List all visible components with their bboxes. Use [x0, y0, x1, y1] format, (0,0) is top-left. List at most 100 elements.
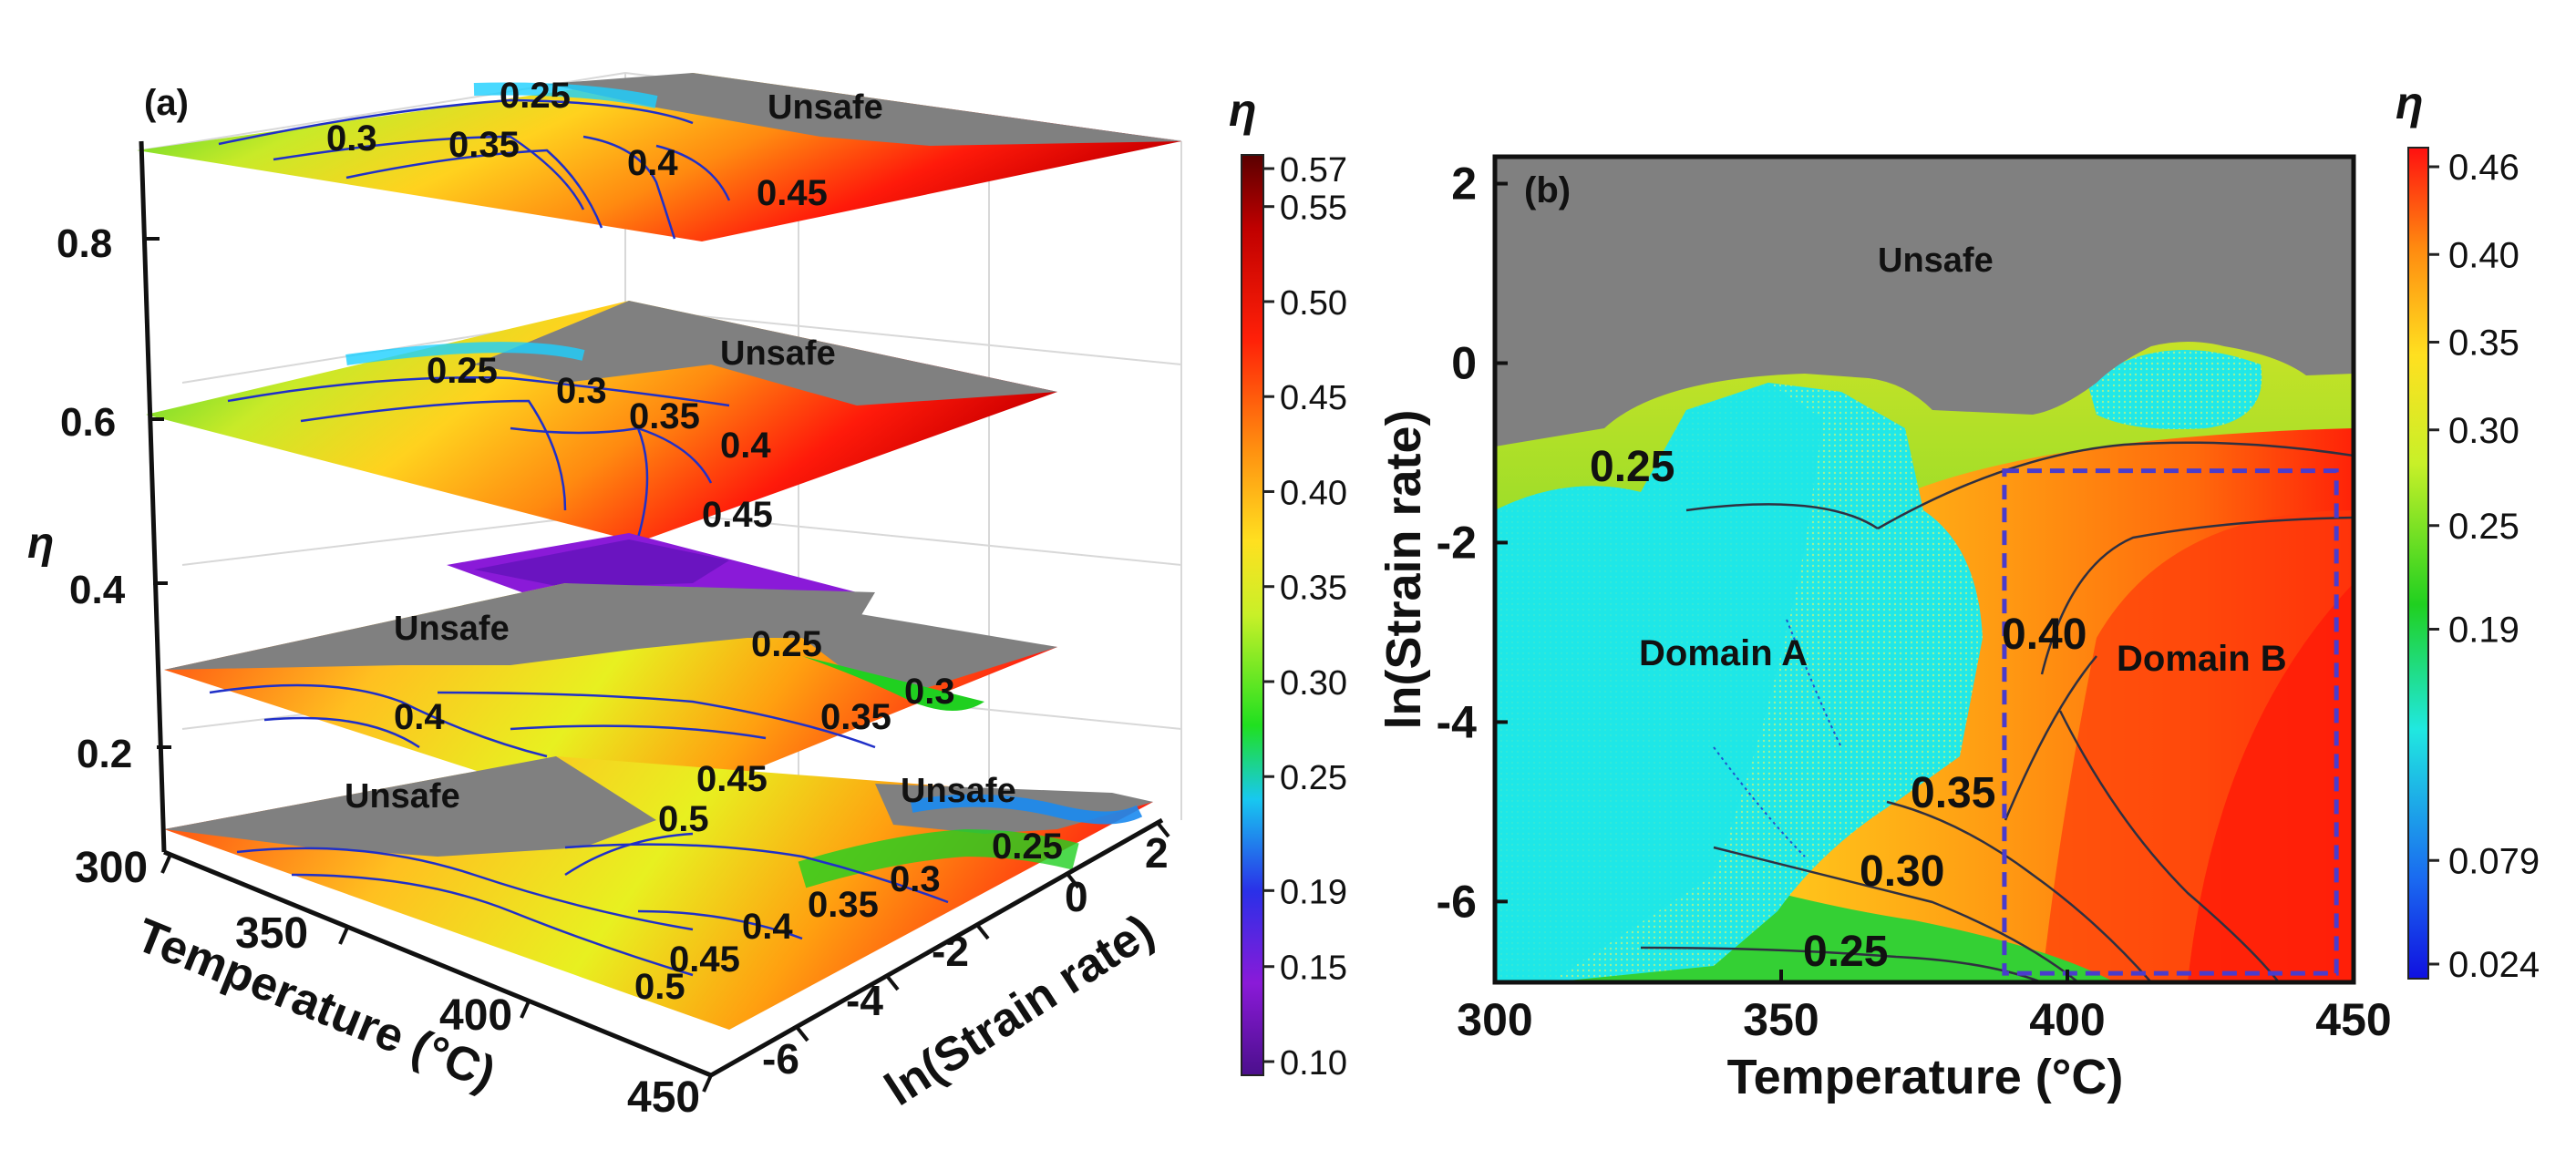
y-tick-a-2: 2: [1145, 829, 1169, 877]
colorbar-b-tick-label: 0.46: [2448, 148, 2519, 188]
cyan-dome: [2087, 350, 2262, 429]
contour-label-040: 0.40: [2002, 611, 2087, 659]
layer-3-label-035: 0.35: [629, 396, 700, 436]
layer-2-label-04: 0.4: [394, 697, 445, 737]
layer-2: Unsafe 0.25 0.3 0.35 0.4: [164, 583, 1057, 820]
x-tick-labels-a: 300 350 400 450: [75, 844, 700, 1122]
layer-1-label-045-b: 0.45: [669, 939, 740, 980]
x-axis-label-b: Temperature (°C): [1727, 1050, 2124, 1104]
layer-3-unsafe: [474, 301, 1057, 405]
colorbar-a-tick-label: 0.15: [1280, 950, 1347, 988]
colorbar-b-ticks: 0.46 0.40 0.35 0.30 0.25 0.19 0.079 0.024: [2428, 148, 2540, 985]
z-tick-labels: 0.8 0.6 0.4 0.2: [57, 221, 132, 776]
z-tick-06: 0.6: [60, 400, 116, 445]
panel-b-label: (b): [1524, 170, 1571, 210]
contour-label-035: 0.35: [1911, 769, 1995, 817]
colorbar-a-tick-label: 0.40: [1280, 474, 1347, 512]
contour-label-030: 0.30: [1860, 847, 1944, 896]
layer-3-label-03: 0.3: [556, 371, 607, 411]
colorbar-b-tick-label: 0.19: [2448, 611, 2519, 651]
y-tick-label-b: -2: [1437, 517, 1477, 568]
z-axis-label: η: [27, 519, 54, 568]
y-tick-a-m2: -2: [932, 928, 969, 975]
colorbar-a-tick-label: 0.57: [1280, 151, 1347, 190]
colorbar-a-title: η: [1229, 85, 1257, 136]
x-tick-label-b: 300: [1457, 994, 1532, 1045]
panel-b: (b) Unsafe Domain A Domain B 0.25 0.40 0…: [1376, 77, 2540, 1104]
y-axis-label-a: ln(Strain rate): [876, 904, 1163, 1116]
y-tick-labels-a: 2 0 -2 -4 -6: [762, 829, 1169, 1083]
colorbar-a: η 0.570.550.500.450.400.350.300.250.190.…: [1229, 85, 1347, 1083]
layer-4-label-04: 0.4: [627, 143, 678, 183]
layer-3-label-045: 0.45: [702, 495, 773, 535]
layer-1-unsafe-left: [164, 756, 656, 857]
plot-b-frame: [1492, 154, 2356, 985]
y-tick-label-b: 2: [1451, 159, 1477, 210]
colorbar-b-tick-label: 0.30: [2448, 411, 2519, 451]
layer-4-label-045: 0.45: [757, 173, 828, 213]
colorbar-b-tick-label: 0.024: [2448, 945, 2540, 985]
colorbar-a-tick-label: 0.35: [1280, 570, 1347, 608]
x-tick-a-450: 450: [627, 1073, 700, 1122]
layer-4-label-03: 0.3: [326, 118, 377, 159]
z-tick-02: 0.2: [77, 732, 132, 776]
x-tick-a-300: 300: [75, 844, 148, 892]
layer-1-label-05-b: 0.5: [634, 967, 685, 1007]
y-tick-label-b: -6: [1437, 876, 1477, 927]
layer-1-unsafe-right-label: Unsafe: [901, 772, 1016, 810]
colorbar-a-ticks: 0.570.55 0.50 0.45 0.40 0.35 0.30 0.25 0.19 0.15…: [1263, 151, 1347, 1083]
contours-b: [1640, 441, 2354, 982]
y-tick-a-0: 0: [1065, 873, 1088, 920]
layer-2-unsafe-left: [164, 583, 875, 670]
axis-b-ticks: 300 350 400 450 2 0 -2 -4 -6: [1437, 159, 2392, 1045]
colorbar-a-tick-label: 0.25: [1280, 759, 1347, 797]
panel-a-ticks: [146, 237, 1170, 1093]
layer-1: Unsafe Unsafe 0.25 0.3 0.35 0.4 0.45 0.5…: [164, 756, 1153, 1030]
contour-label-025-top: 0.25: [1590, 443, 1674, 491]
colorbar-a-tick-label: 0.45: [1280, 379, 1347, 417]
domain-a-label: Domain A: [1639, 633, 1808, 673]
colorbar-a-tick-label: 0.10: [1280, 1044, 1347, 1083]
layer-3-label-025: 0.25: [427, 351, 498, 391]
z-tick-04: 0.4: [69, 568, 126, 612]
colorbar-b-tick-label: 0.079: [2448, 841, 2540, 881]
z-tick-08: 0.8: [57, 221, 112, 266]
colorbar-a-tick-label: 0.19: [1280, 873, 1347, 911]
layer-1-label-05-a: 0.5: [658, 799, 709, 839]
colorbar-a-tick-label: 0.55: [1280, 190, 1347, 228]
layer-1-label-045-a: 0.45: [696, 759, 768, 799]
y-axis-label-b: ln(Strain rate): [1376, 409, 1431, 729]
unsafe-label-b: Unsafe: [1878, 241, 1994, 280]
x-tick-a-400: 400: [439, 991, 512, 1040]
colorbar-b-tick-label: 0.40: [2448, 235, 2519, 275]
panel-a-label: (a): [144, 83, 189, 123]
domain-b-label: Domain B: [2117, 639, 2287, 679]
layer-1-label-035: 0.35: [808, 885, 879, 925]
x-tick-label-b: 350: [1743, 994, 1819, 1045]
colorbar-b-tick-label: 0.25: [2448, 507, 2519, 547]
layer-4-unsafe: [547, 73, 1181, 146]
layer-2-label-03: 0.3: [904, 672, 955, 712]
panel-a: (a): [27, 72, 1347, 1122]
layer-1-unsafe-left-label: Unsafe: [345, 777, 460, 816]
layer-4-label-035: 0.35: [448, 125, 520, 165]
layer-3-label-04: 0.4: [720, 426, 771, 466]
x-tick-label-b: 450: [2315, 994, 2391, 1045]
colorbar-a-tick-label: 0.50: [1280, 284, 1347, 323]
layer-4-label-025: 0.25: [500, 76, 571, 116]
y-tick-label-b: 0: [1451, 338, 1477, 389]
layer-3-unsafe-label: Unsafe: [720, 334, 836, 373]
colorbar-a-tick-label: 0.30: [1280, 664, 1347, 703]
colorbar-b-title: η: [2396, 77, 2424, 128]
layer-1-label-025: 0.25: [992, 826, 1063, 867]
layer-2-unsafe-label: Unsafe: [394, 610, 510, 648]
x-tick-a-350: 350: [235, 909, 308, 958]
y-tick-a-m4: -4: [846, 977, 883, 1024]
layer-4-unsafe-label: Unsafe: [768, 88, 883, 127]
y-tick-label-b: -4: [1437, 696, 1478, 747]
colorbar-b-tick-label: 0.35: [2448, 323, 2519, 364]
layer-2-label-035: 0.35: [820, 697, 891, 737]
layer-4: 0.25 Unsafe 0.3 0.35 0.4 0.45: [137, 73, 1181, 241]
x-tick-label-b: 400: [2029, 994, 2105, 1045]
